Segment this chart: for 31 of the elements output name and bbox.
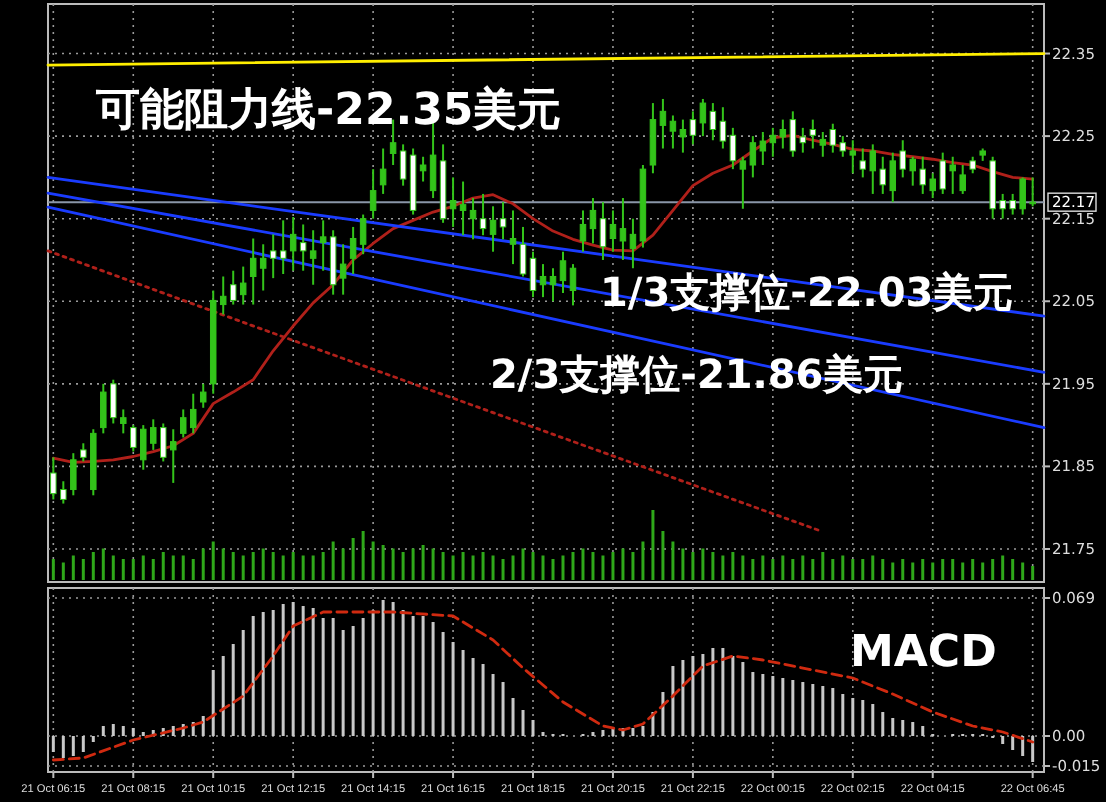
candlestick xyxy=(369,168,377,220)
candlestick xyxy=(619,197,627,261)
candlestick xyxy=(629,217,637,270)
annotation: 可能阻力线-22.35美元 xyxy=(94,84,562,136)
candlestick xyxy=(569,263,577,307)
candlestick xyxy=(469,197,477,241)
candlestick xyxy=(199,382,207,409)
candlestick xyxy=(549,267,557,303)
candlestick xyxy=(609,209,617,253)
candlestick xyxy=(529,250,537,299)
candlestick xyxy=(519,225,527,278)
candlestick xyxy=(479,192,487,237)
candlestick xyxy=(599,201,607,261)
candlestick xyxy=(499,201,507,241)
candlestick xyxy=(809,118,817,150)
candlestick xyxy=(649,102,657,175)
candlestick xyxy=(539,263,547,299)
candlestick xyxy=(419,155,427,183)
candlestick xyxy=(589,197,597,245)
candlestick xyxy=(959,164,966,195)
candlestick xyxy=(579,209,587,253)
candlestick xyxy=(559,250,567,294)
annotation: MACD xyxy=(850,628,997,678)
candlestick xyxy=(679,118,687,154)
candlestick xyxy=(379,147,387,195)
candlestick xyxy=(509,209,517,266)
candlestick xyxy=(459,180,467,237)
candlestick xyxy=(449,176,457,228)
candlestick xyxy=(659,97,667,150)
candlestick xyxy=(489,205,497,253)
candlestick xyxy=(669,114,677,150)
